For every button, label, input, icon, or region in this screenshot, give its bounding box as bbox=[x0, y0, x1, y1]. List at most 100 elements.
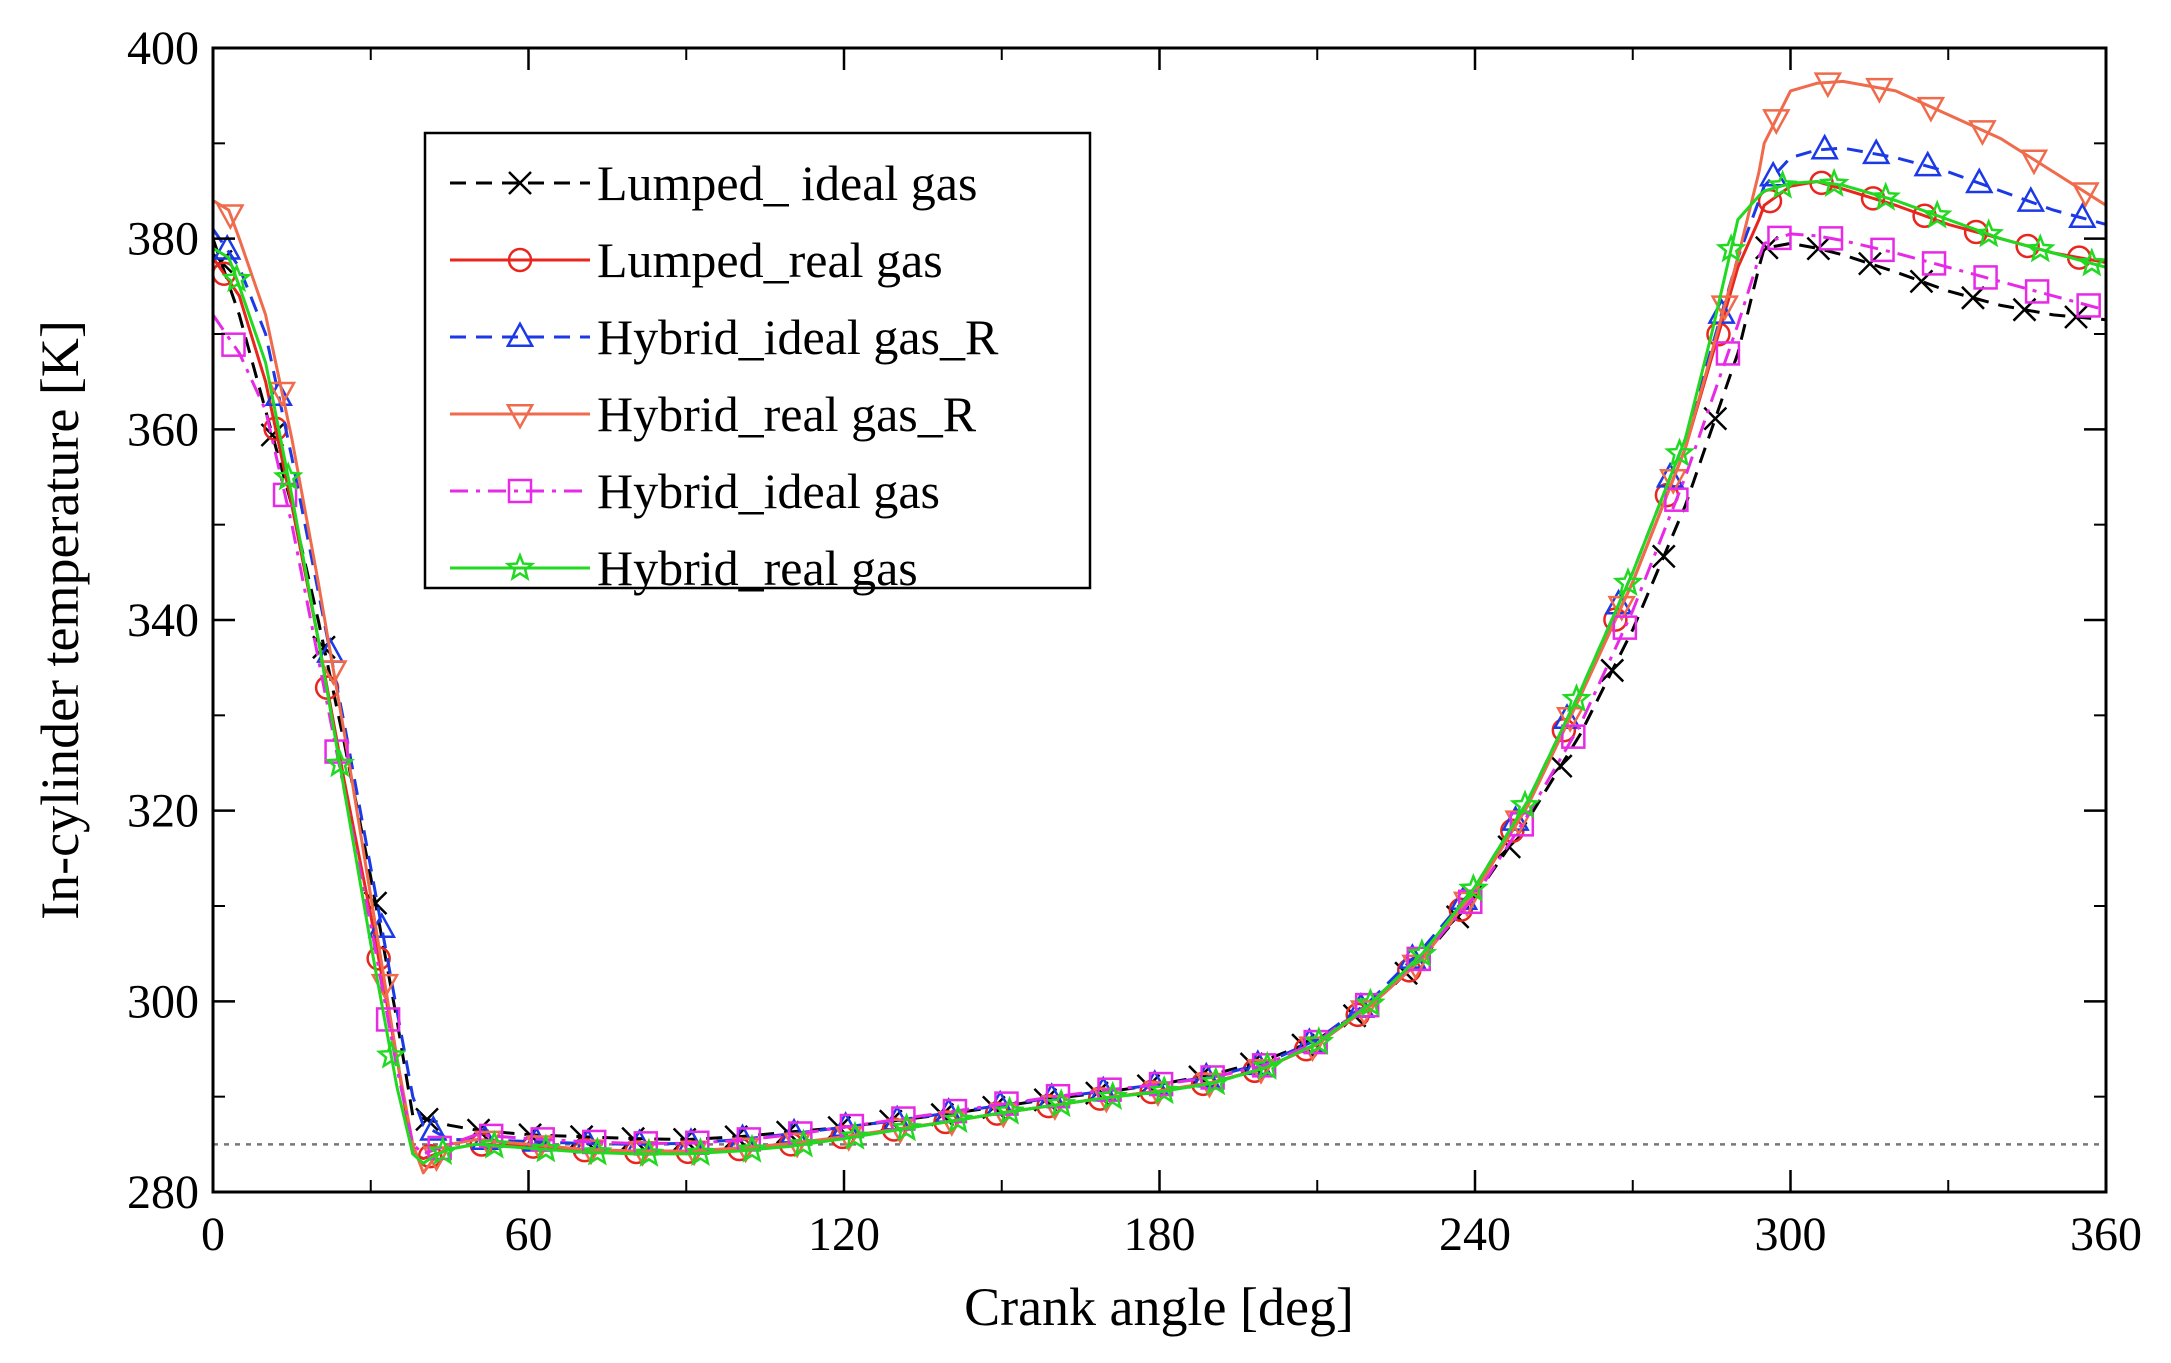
legend-label: Hybrid_real gas_R bbox=[597, 386, 977, 442]
marker-triangle-up bbox=[1913, 150, 1942, 177]
marker-star bbox=[736, 1133, 768, 1163]
y-tick-label: 280 bbox=[127, 1166, 199, 1219]
tick-layer: 0 60 120 180 240 300 360 280 300 320 340 360 380 400 bbox=[127, 22, 2142, 1261]
marker-star bbox=[530, 1133, 562, 1163]
marker-star bbox=[1612, 567, 1644, 597]
legend-label: Lumped_ ideal gas bbox=[597, 155, 977, 211]
marker-triangle-down bbox=[216, 204, 245, 231]
marker-star bbox=[1870, 181, 1901, 211]
marker-triangle-down bbox=[1762, 109, 1791, 136]
y-tick-label: 340 bbox=[127, 594, 199, 647]
legend-label: Lumped_real gas bbox=[597, 232, 943, 288]
marker-star bbox=[633, 1137, 665, 1167]
y-tick-label: 400 bbox=[127, 22, 199, 75]
marker-x bbox=[2064, 305, 2088, 329]
marker-star bbox=[1252, 1050, 1283, 1080]
series-4 bbox=[213, 225, 2106, 1161]
series-5 bbox=[213, 167, 2106, 1167]
marker-star bbox=[504, 551, 536, 581]
x-tick-label: 0 bbox=[201, 1208, 225, 1261]
y-tick-label: 360 bbox=[127, 403, 199, 456]
marker-x bbox=[1858, 251, 1882, 276]
marker-triangle-down bbox=[267, 381, 297, 408]
marker-square bbox=[1561, 724, 1586, 749]
x-tick-label: 300 bbox=[1755, 1208, 1827, 1261]
marker-star bbox=[1818, 167, 1850, 197]
marker-square bbox=[507, 478, 533, 504]
marker-triangle-up bbox=[505, 321, 535, 348]
marker-star bbox=[1509, 789, 1541, 819]
x-axis-title: Crank angle [deg] bbox=[964, 1277, 1354, 1337]
marker-square bbox=[1664, 487, 1689, 512]
marker-triangle-up bbox=[1810, 133, 1839, 160]
marker-triangle-up bbox=[1552, 703, 1582, 729]
marker-star bbox=[427, 1135, 459, 1165]
marker-circle bbox=[1963, 219, 1989, 245]
series-layer bbox=[213, 72, 2106, 1175]
marker-star bbox=[2024, 233, 2056, 263]
marker-square bbox=[1870, 237, 1895, 263]
marker-square bbox=[1097, 1077, 1122, 1102]
marker-x bbox=[508, 171, 532, 195]
marker-star bbox=[221, 263, 252, 293]
marker-triangle-up bbox=[213, 233, 242, 260]
marker-square bbox=[221, 332, 246, 357]
marker-x bbox=[1600, 658, 1625, 683]
marker-x bbox=[1651, 544, 1676, 569]
marker-star bbox=[1921, 199, 1953, 229]
legend-label: Hybrid_real gas bbox=[597, 540, 918, 596]
marker-triangle-down bbox=[1813, 72, 1843, 99]
marker-star bbox=[1355, 987, 1386, 1017]
marker-square bbox=[1818, 226, 1844, 251]
marker-triangle-down bbox=[1916, 96, 1946, 123]
marker-star bbox=[1715, 233, 1747, 263]
legend-label: Hybrid_ideal gas bbox=[597, 463, 940, 519]
marker-square bbox=[994, 1091, 1019, 1116]
marker-star bbox=[272, 461, 304, 491]
marker-star bbox=[1767, 169, 1798, 199]
marker-star bbox=[479, 1129, 510, 1159]
marker-star bbox=[2076, 247, 2106, 277]
marker-triangle-down bbox=[2071, 182, 2100, 209]
marker-star bbox=[1458, 872, 1489, 902]
marker-square bbox=[2076, 293, 2101, 318]
marker-triangle-up bbox=[2068, 202, 2097, 228]
x-tick-label: 180 bbox=[1124, 1208, 1196, 1261]
marker-triangle-up bbox=[419, 1114, 448, 1141]
marker-circle bbox=[2015, 233, 2040, 259]
marker-star bbox=[1045, 1088, 1077, 1118]
x-tick-label: 120 bbox=[808, 1208, 880, 1261]
marker-square bbox=[1354, 992, 1380, 1018]
series-line bbox=[213, 232, 2106, 1156]
x-tick-label: 360 bbox=[2070, 1208, 2142, 1261]
marker-star bbox=[375, 1039, 407, 1069]
marker-triangle-down bbox=[319, 660, 348, 687]
marker-star bbox=[1406, 938, 1438, 968]
marker-square bbox=[1045, 1083, 1071, 1109]
marker-star bbox=[839, 1120, 871, 1150]
marker-x bbox=[1497, 835, 1522, 859]
marker-star bbox=[1200, 1066, 1232, 1096]
legend-box bbox=[423, 131, 1092, 590]
marker-star bbox=[1561, 683, 1592, 713]
marker-square bbox=[1921, 251, 1947, 276]
marker-square bbox=[1767, 225, 1792, 251]
marker-star bbox=[1973, 218, 2005, 248]
y-tick-label: 320 bbox=[127, 785, 199, 838]
marker-triangle-down bbox=[505, 403, 535, 430]
marker-square bbox=[2024, 279, 2050, 304]
marker-square bbox=[1973, 265, 1998, 290]
marker-triangle-up bbox=[1861, 138, 1891, 165]
marker-star bbox=[582, 1136, 613, 1166]
marker-triangle-down bbox=[2019, 149, 2049, 176]
marker-square bbox=[1612, 615, 1638, 640]
marker-star bbox=[1303, 1026, 1335, 1056]
marker-star bbox=[942, 1103, 974, 1133]
x-tick-label: 240 bbox=[1439, 1208, 1511, 1261]
marker-square bbox=[1715, 341, 1741, 366]
y-tick-label: 300 bbox=[127, 975, 199, 1028]
marker-star bbox=[994, 1095, 1025, 1125]
marker-star bbox=[685, 1137, 716, 1167]
legend-label: Hybrid_ideal gas_R bbox=[597, 309, 999, 365]
